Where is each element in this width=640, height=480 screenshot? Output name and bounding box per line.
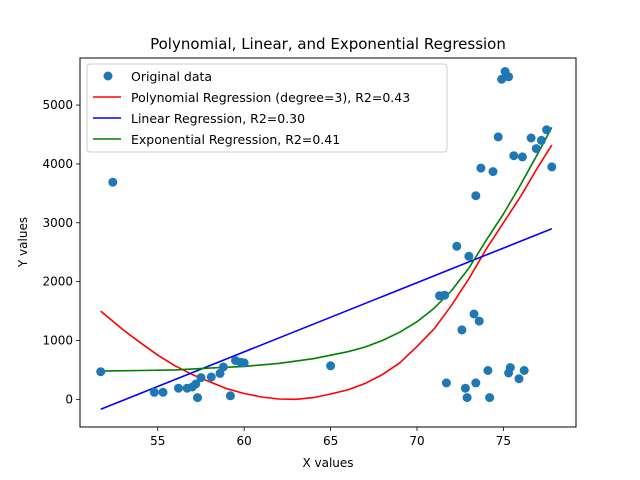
chart-title: Polynomial, Linear, and Exponential Regr… <box>150 35 506 53</box>
data-point <box>497 74 507 84</box>
legend-label-exponential: Exponential Regression, R2=0.41 <box>131 132 340 147</box>
data-point <box>483 366 493 375</box>
x-tick-label: 65 <box>323 434 338 448</box>
data-point <box>452 241 462 251</box>
data-point <box>96 367 106 377</box>
data-point <box>193 393 202 403</box>
y-tick-label: 0 <box>65 392 73 406</box>
data-point <box>196 373 206 383</box>
x-tick-label: 75 <box>496 434 511 448</box>
polynomial-regression-line <box>100 144 553 401</box>
data-point <box>519 366 529 375</box>
legend-label-original-data: Original data <box>131 69 212 84</box>
data-point <box>464 251 474 261</box>
y-tick-label: 3000 <box>42 216 73 230</box>
data-point <box>536 135 546 145</box>
linear-regression-line <box>100 227 553 411</box>
data-point <box>218 362 228 372</box>
data-point <box>239 358 249 368</box>
x-tick-label: 70 <box>409 434 424 448</box>
legend: Original data Polynomial Regression (deg… <box>86 63 448 153</box>
data-point <box>493 132 503 142</box>
data-point <box>476 163 486 173</box>
x-tick-label: 55 <box>150 434 165 448</box>
data-point <box>504 72 514 82</box>
scatter-points <box>96 67 557 403</box>
exponential-regression-line <box>100 127 553 372</box>
data-point <box>514 374 524 384</box>
data-point <box>526 133 536 143</box>
y-tick-label: 2000 <box>42 275 73 289</box>
data-point <box>488 167 498 177</box>
data-point <box>149 387 159 397</box>
regression-lines <box>100 127 553 411</box>
data-point <box>108 177 118 187</box>
y-axis-label: Y values <box>16 217 30 268</box>
data-point <box>457 325 467 335</box>
legend-label-linear: Linear Regression, R2=0.30 <box>131 111 305 126</box>
data-point <box>158 387 168 397</box>
data-point <box>471 191 481 201</box>
y-tick-label: 4000 <box>42 157 73 171</box>
data-point <box>471 378 481 388</box>
data-point <box>326 361 336 371</box>
legend-label-polynomial: Polynomial Regression (degree=3), R2=0.4… <box>131 90 410 105</box>
data-point <box>547 162 557 172</box>
data-point <box>460 383 470 393</box>
data-point <box>509 151 519 161</box>
x-tick-label: 60 <box>237 434 252 448</box>
data-point <box>174 383 183 393</box>
data-point <box>441 378 451 388</box>
legend-marker-original-data <box>103 71 113 81</box>
data-point <box>225 391 235 401</box>
x-axis-ticks: 55 60 65 70 75 <box>150 427 511 448</box>
data-point <box>462 393 472 403</box>
data-point <box>440 290 450 300</box>
legend-box <box>86 63 448 153</box>
data-point <box>485 393 495 403</box>
y-axis-ticks: 0 1000 2000 3000 4000 5000 <box>42 98 80 406</box>
data-point <box>531 144 541 154</box>
data-point <box>505 363 515 373</box>
data-point <box>206 372 216 382</box>
x-axis-label: X values <box>302 456 353 470</box>
data-point <box>474 316 484 326</box>
data-point <box>469 309 479 319</box>
data-point <box>542 125 552 135</box>
y-tick-label: 5000 <box>42 98 73 112</box>
data-point <box>517 152 527 162</box>
plot-border <box>79 57 577 428</box>
data-point <box>191 379 201 389</box>
y-tick-label: 1000 <box>42 333 73 347</box>
